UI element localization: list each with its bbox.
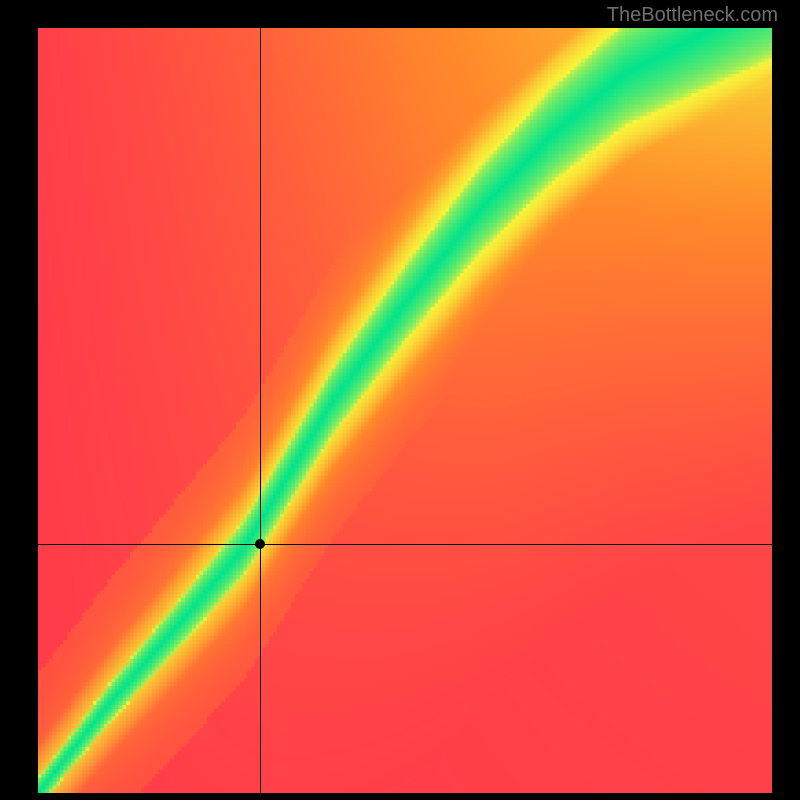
heatmap-plot [38, 28, 772, 793]
heatmap-canvas [38, 28, 772, 793]
marker-dot [255, 539, 265, 549]
watermark-text: TheBottleneck.com [607, 4, 778, 27]
crosshair-vertical [260, 28, 261, 793]
crosshair-horizontal [38, 544, 772, 545]
